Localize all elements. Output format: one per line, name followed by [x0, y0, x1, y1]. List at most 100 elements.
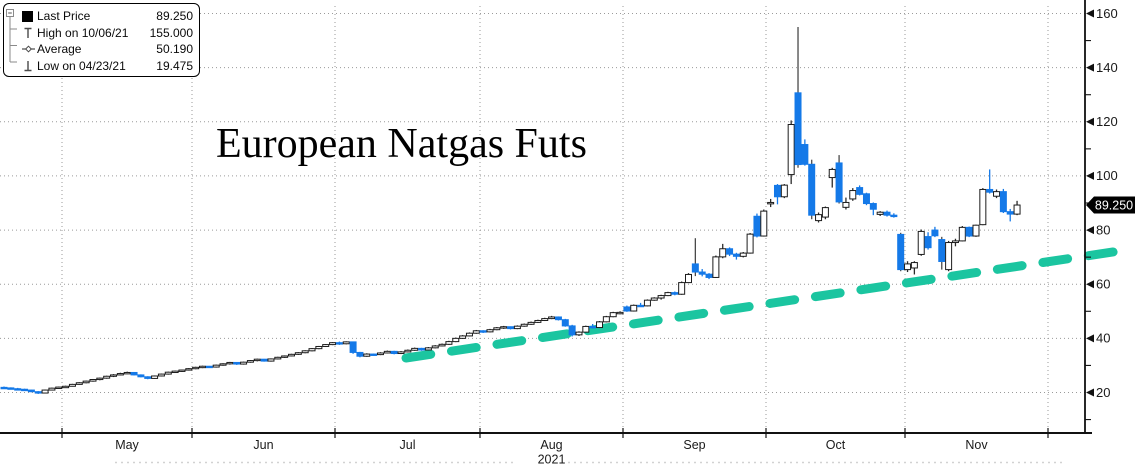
legend-row-high[interactable]: High on 10/06/21 155.000: [22, 25, 193, 42]
candle: [493, 326, 501, 331]
candle: [568, 324, 576, 337]
candle: [68, 383, 76, 387]
legend-row-low[interactable]: Low on 04/23/21 19.475: [22, 58, 193, 75]
candle: [151, 375, 159, 379]
candle: [465, 332, 473, 337]
candle: [459, 335, 467, 339]
candle: [835, 155, 843, 204]
candle: [541, 317, 549, 322]
legend-label: High on 10/06/21: [37, 25, 129, 40]
candle: [828, 167, 836, 188]
candle: [732, 252, 740, 260]
candle: [1006, 208, 1014, 222]
candle: [376, 352, 384, 356]
last-price-flag: 89.250: [1086, 196, 1135, 214]
candle: [431, 345, 439, 349]
candle: [329, 342, 337, 346]
candle: [815, 212, 823, 223]
candle: [205, 365, 213, 369]
legend-label: Low on 04/23/21: [37, 58, 126, 73]
candle: [349, 341, 357, 354]
candle: [41, 389, 49, 394]
candle: [986, 169, 994, 194]
low-marker-icon: [22, 60, 37, 72]
candle: [315, 345, 323, 350]
y-axis-tick-label: 20: [1096, 385, 1110, 400]
candles: [0, 27, 1021, 394]
candle: [691, 238, 699, 277]
candle: [178, 369, 186, 372]
candle: [671, 291, 679, 296]
candle: [48, 387, 56, 391]
candle: [753, 213, 761, 238]
candle: [281, 355, 289, 358]
candle: [862, 192, 870, 206]
candle: [904, 261, 912, 273]
candle: [767, 198, 775, 208]
candle: [103, 375, 111, 379]
candle: [14, 387, 22, 391]
candle: [34, 391, 42, 394]
candle: [240, 361, 248, 365]
candle: [719, 243, 727, 259]
candle: [931, 226, 939, 238]
candle: [472, 329, 480, 334]
candle: [773, 184, 781, 205]
candle: [246, 360, 254, 363]
candle: [842, 197, 850, 210]
candle: [171, 370, 179, 374]
candle: [123, 371, 131, 375]
legend-row-last-price[interactable]: Last Price 89.250: [22, 8, 193, 25]
candle: [82, 380, 90, 384]
y-axis-tick-label: 80: [1096, 222, 1110, 237]
candle: [705, 273, 713, 280]
candle: [657, 294, 665, 300]
last-price-flag-text: 89.250: [1095, 198, 1133, 212]
candle: [424, 347, 432, 351]
candle: [582, 325, 590, 333]
candle: [575, 331, 583, 336]
candle: [602, 315, 610, 323]
candle: [589, 324, 597, 329]
candle: [438, 343, 446, 347]
candle: [486, 328, 494, 333]
candle: [630, 304, 638, 312]
candle: [479, 330, 487, 333]
y-axis-tick-label: 140: [1096, 60, 1118, 75]
candle: [75, 382, 83, 385]
candle: [1013, 200, 1021, 216]
legend-value: 19.475: [156, 58, 193, 73]
candle: [500, 325, 508, 329]
last-price-swatch-icon: [22, 10, 37, 22]
candle: [383, 350, 391, 354]
x-axis-month-label: Jun: [253, 438, 273, 452]
candle: [876, 211, 884, 216]
candle: [144, 376, 152, 380]
candle: [965, 226, 973, 238]
candle: [199, 365, 207, 369]
x-axis-month-label: Sep: [683, 438, 705, 452]
candle: [534, 319, 542, 323]
candle: [110, 374, 118, 378]
candle: [554, 316, 562, 321]
x-axis-year-label: 2021: [538, 453, 566, 467]
candle: [513, 325, 521, 330]
y-axis-tick-label: 120: [1096, 114, 1118, 129]
x-axis: May Jun Jul Aug Sep Oct Nov 2021: [0, 428, 1092, 467]
y-axis-tick-label: 100: [1096, 168, 1118, 183]
y-axis-tick-label: 60: [1096, 277, 1110, 292]
y-axis-tick-label: 40: [1096, 331, 1110, 346]
candle: [507, 326, 515, 330]
candle: [746, 233, 754, 254]
candle: [335, 341, 343, 345]
candle: [712, 255, 720, 278]
candle: [856, 185, 864, 196]
legend-value: 89.250: [156, 9, 193, 24]
candle: [89, 378, 97, 382]
y-axis-tick-label: 160: [1096, 6, 1118, 21]
candle: [0, 386, 8, 390]
legend-row-average[interactable]: Average 50.190: [22, 41, 193, 58]
candle: [616, 311, 624, 315]
candle: [739, 252, 747, 258]
